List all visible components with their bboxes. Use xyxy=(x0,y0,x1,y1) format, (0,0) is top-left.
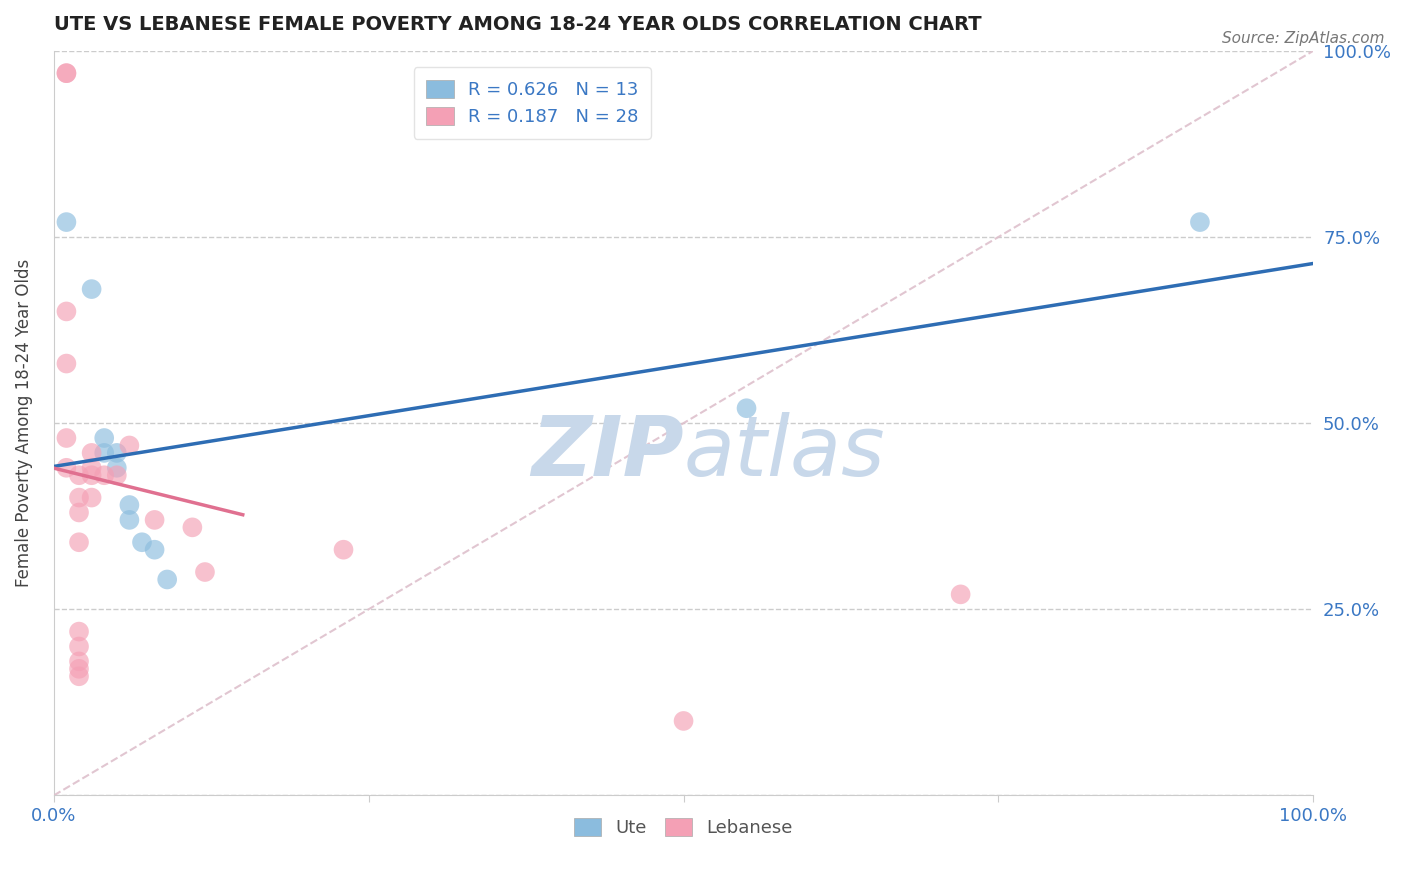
Point xyxy=(55,431,77,445)
Point xyxy=(1188,215,1211,229)
Point xyxy=(55,215,77,229)
Text: Source: ZipAtlas.com: Source: ZipAtlas.com xyxy=(1222,31,1385,46)
Point xyxy=(80,282,103,296)
Point xyxy=(93,468,115,483)
Point xyxy=(80,446,103,460)
Point xyxy=(143,513,166,527)
Point xyxy=(80,491,103,505)
Text: UTE VS LEBANESE FEMALE POVERTY AMONG 18-24 YEAR OLDS CORRELATION CHART: UTE VS LEBANESE FEMALE POVERTY AMONG 18-… xyxy=(53,15,981,34)
Point xyxy=(118,438,141,452)
Point xyxy=(735,401,758,416)
Point xyxy=(93,431,115,445)
Point xyxy=(105,446,128,460)
Point xyxy=(118,498,141,512)
Text: ZIP: ZIP xyxy=(531,412,683,493)
Point xyxy=(332,542,354,557)
Legend: Ute, Lebanese: Ute, Lebanese xyxy=(565,808,801,846)
Point xyxy=(67,662,90,676)
Point xyxy=(55,357,77,371)
Point xyxy=(67,624,90,639)
Point xyxy=(67,669,90,683)
Point xyxy=(105,468,128,483)
Point xyxy=(131,535,153,549)
Point xyxy=(67,506,90,520)
Point xyxy=(80,468,103,483)
Point xyxy=(55,460,77,475)
Text: atlas: atlas xyxy=(683,412,886,493)
Point xyxy=(105,460,128,475)
Point xyxy=(93,446,115,460)
Point xyxy=(143,542,166,557)
Point xyxy=(67,491,90,505)
Y-axis label: Female Poverty Among 18-24 Year Olds: Female Poverty Among 18-24 Year Olds xyxy=(15,259,32,587)
Point xyxy=(55,66,77,80)
Point xyxy=(156,573,179,587)
Point xyxy=(55,304,77,318)
Point xyxy=(672,714,695,728)
Point xyxy=(949,587,972,601)
Point xyxy=(118,513,141,527)
Point xyxy=(55,66,77,80)
Point xyxy=(80,460,103,475)
Point xyxy=(194,565,217,579)
Point xyxy=(67,654,90,668)
Point xyxy=(181,520,204,534)
Point xyxy=(67,640,90,654)
Point xyxy=(67,468,90,483)
Point xyxy=(67,535,90,549)
